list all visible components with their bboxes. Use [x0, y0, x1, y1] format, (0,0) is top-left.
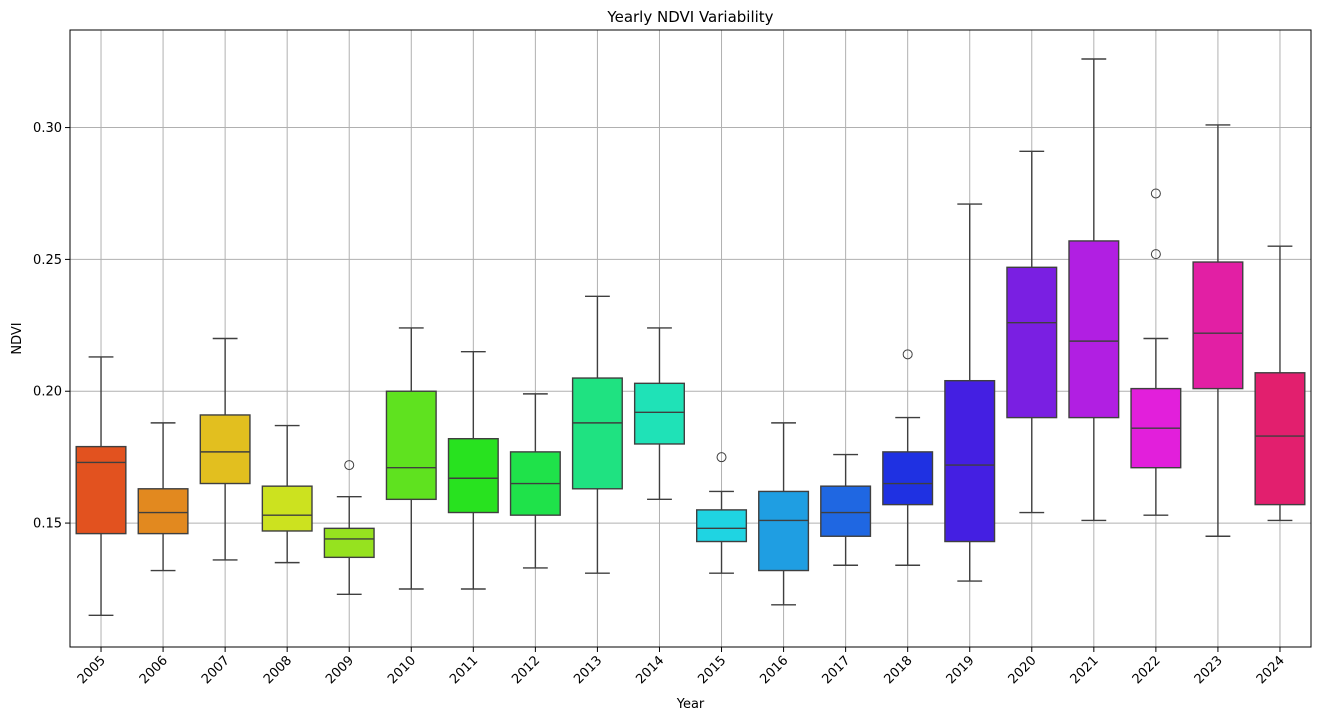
x-tick-label: 2016	[757, 653, 791, 687]
box-2015	[696, 452, 748, 574]
x-tick-label: 2024	[1254, 653, 1288, 687]
box-2010	[385, 327, 437, 590]
box-2006	[137, 422, 189, 572]
x-axis-ticks: 2005 2006 2007 2008 2009 2010 2011 2012 2013 2014…	[75, 647, 1288, 687]
box-body	[571, 377, 623, 490]
box-body	[137, 488, 189, 535]
box-2007	[199, 337, 251, 561]
box-body	[696, 509, 748, 543]
x-tick-label: 2021	[1068, 653, 1102, 687]
y-tick-label: 0.15	[33, 517, 62, 532]
grid-lines	[70, 30, 1311, 647]
box-body	[944, 379, 996, 543]
box-body	[447, 437, 499, 514]
y-axis-ticks: 0.15 0.20 0.25 0.30	[33, 121, 70, 532]
box-2023	[1192, 124, 1244, 537]
x-tick-label: 2010	[385, 653, 419, 687]
x-tick-label: 2005	[75, 653, 109, 687]
box-2009	[323, 460, 375, 595]
y-tick-label: 0.30	[33, 121, 62, 136]
outlier-point	[716, 452, 727, 463]
box-body	[385, 390, 437, 501]
x-tick-label: 2011	[447, 653, 481, 687]
x-tick-label: 2022	[1130, 653, 1164, 687]
box-2012	[509, 393, 561, 569]
box-2021	[1068, 58, 1120, 522]
x-tick-label: 2006	[137, 653, 171, 687]
x-tick-label: 2018	[881, 653, 915, 687]
x-tick-label: 2015	[695, 653, 729, 687]
box-2014	[633, 327, 685, 501]
box-2013	[571, 295, 623, 574]
box-body	[882, 451, 934, 506]
x-tick-label: 2007	[199, 653, 233, 687]
box-body	[75, 445, 127, 535]
box-body	[1068, 240, 1120, 419]
box-2019	[944, 203, 996, 582]
plot-area-frame	[69, 29, 1312, 648]
outlier-point	[1150, 188, 1161, 199]
box-body	[1254, 372, 1306, 506]
box-body	[323, 527, 375, 559]
x-tick-label: 2019	[944, 653, 978, 687]
y-axis-label: NDVI	[10, 322, 25, 354]
outlier-point	[344, 460, 355, 471]
box-body	[1006, 266, 1058, 419]
outlier-point	[902, 349, 913, 360]
x-tick-label: 2009	[323, 653, 357, 687]
box-body	[199, 414, 251, 485]
x-tick-label: 2014	[633, 653, 667, 687]
x-tick-label: 2023	[1192, 653, 1226, 687]
outlier-point	[1150, 249, 1161, 260]
box-body	[633, 382, 685, 445]
box-2024	[1254, 245, 1306, 522]
box-2022	[1130, 188, 1182, 516]
x-tick-label: 2017	[819, 653, 853, 687]
box-2008	[261, 424, 313, 564]
y-tick-label: 0.25	[33, 253, 62, 268]
box-body	[758, 490, 810, 572]
chart-title: Yearly NDVI Variability	[606, 8, 773, 26]
box-body	[261, 485, 313, 532]
box-body	[820, 485, 872, 537]
box-body	[1192, 261, 1244, 390]
box-2018	[882, 349, 934, 566]
x-axis-label: Year	[676, 697, 705, 712]
x-tick-label: 2020	[1006, 653, 1040, 687]
box-2020	[1006, 150, 1058, 514]
x-tick-label: 2013	[571, 653, 605, 687]
box-2016	[758, 422, 810, 606]
box-2011	[447, 350, 499, 590]
boxes	[75, 58, 1306, 617]
x-tick-label: 2012	[509, 653, 543, 687]
x-tick-label: 2008	[261, 653, 295, 687]
box-2017	[820, 453, 872, 566]
y-tick-label: 0.20	[33, 385, 62, 400]
box-2005	[75, 356, 127, 617]
